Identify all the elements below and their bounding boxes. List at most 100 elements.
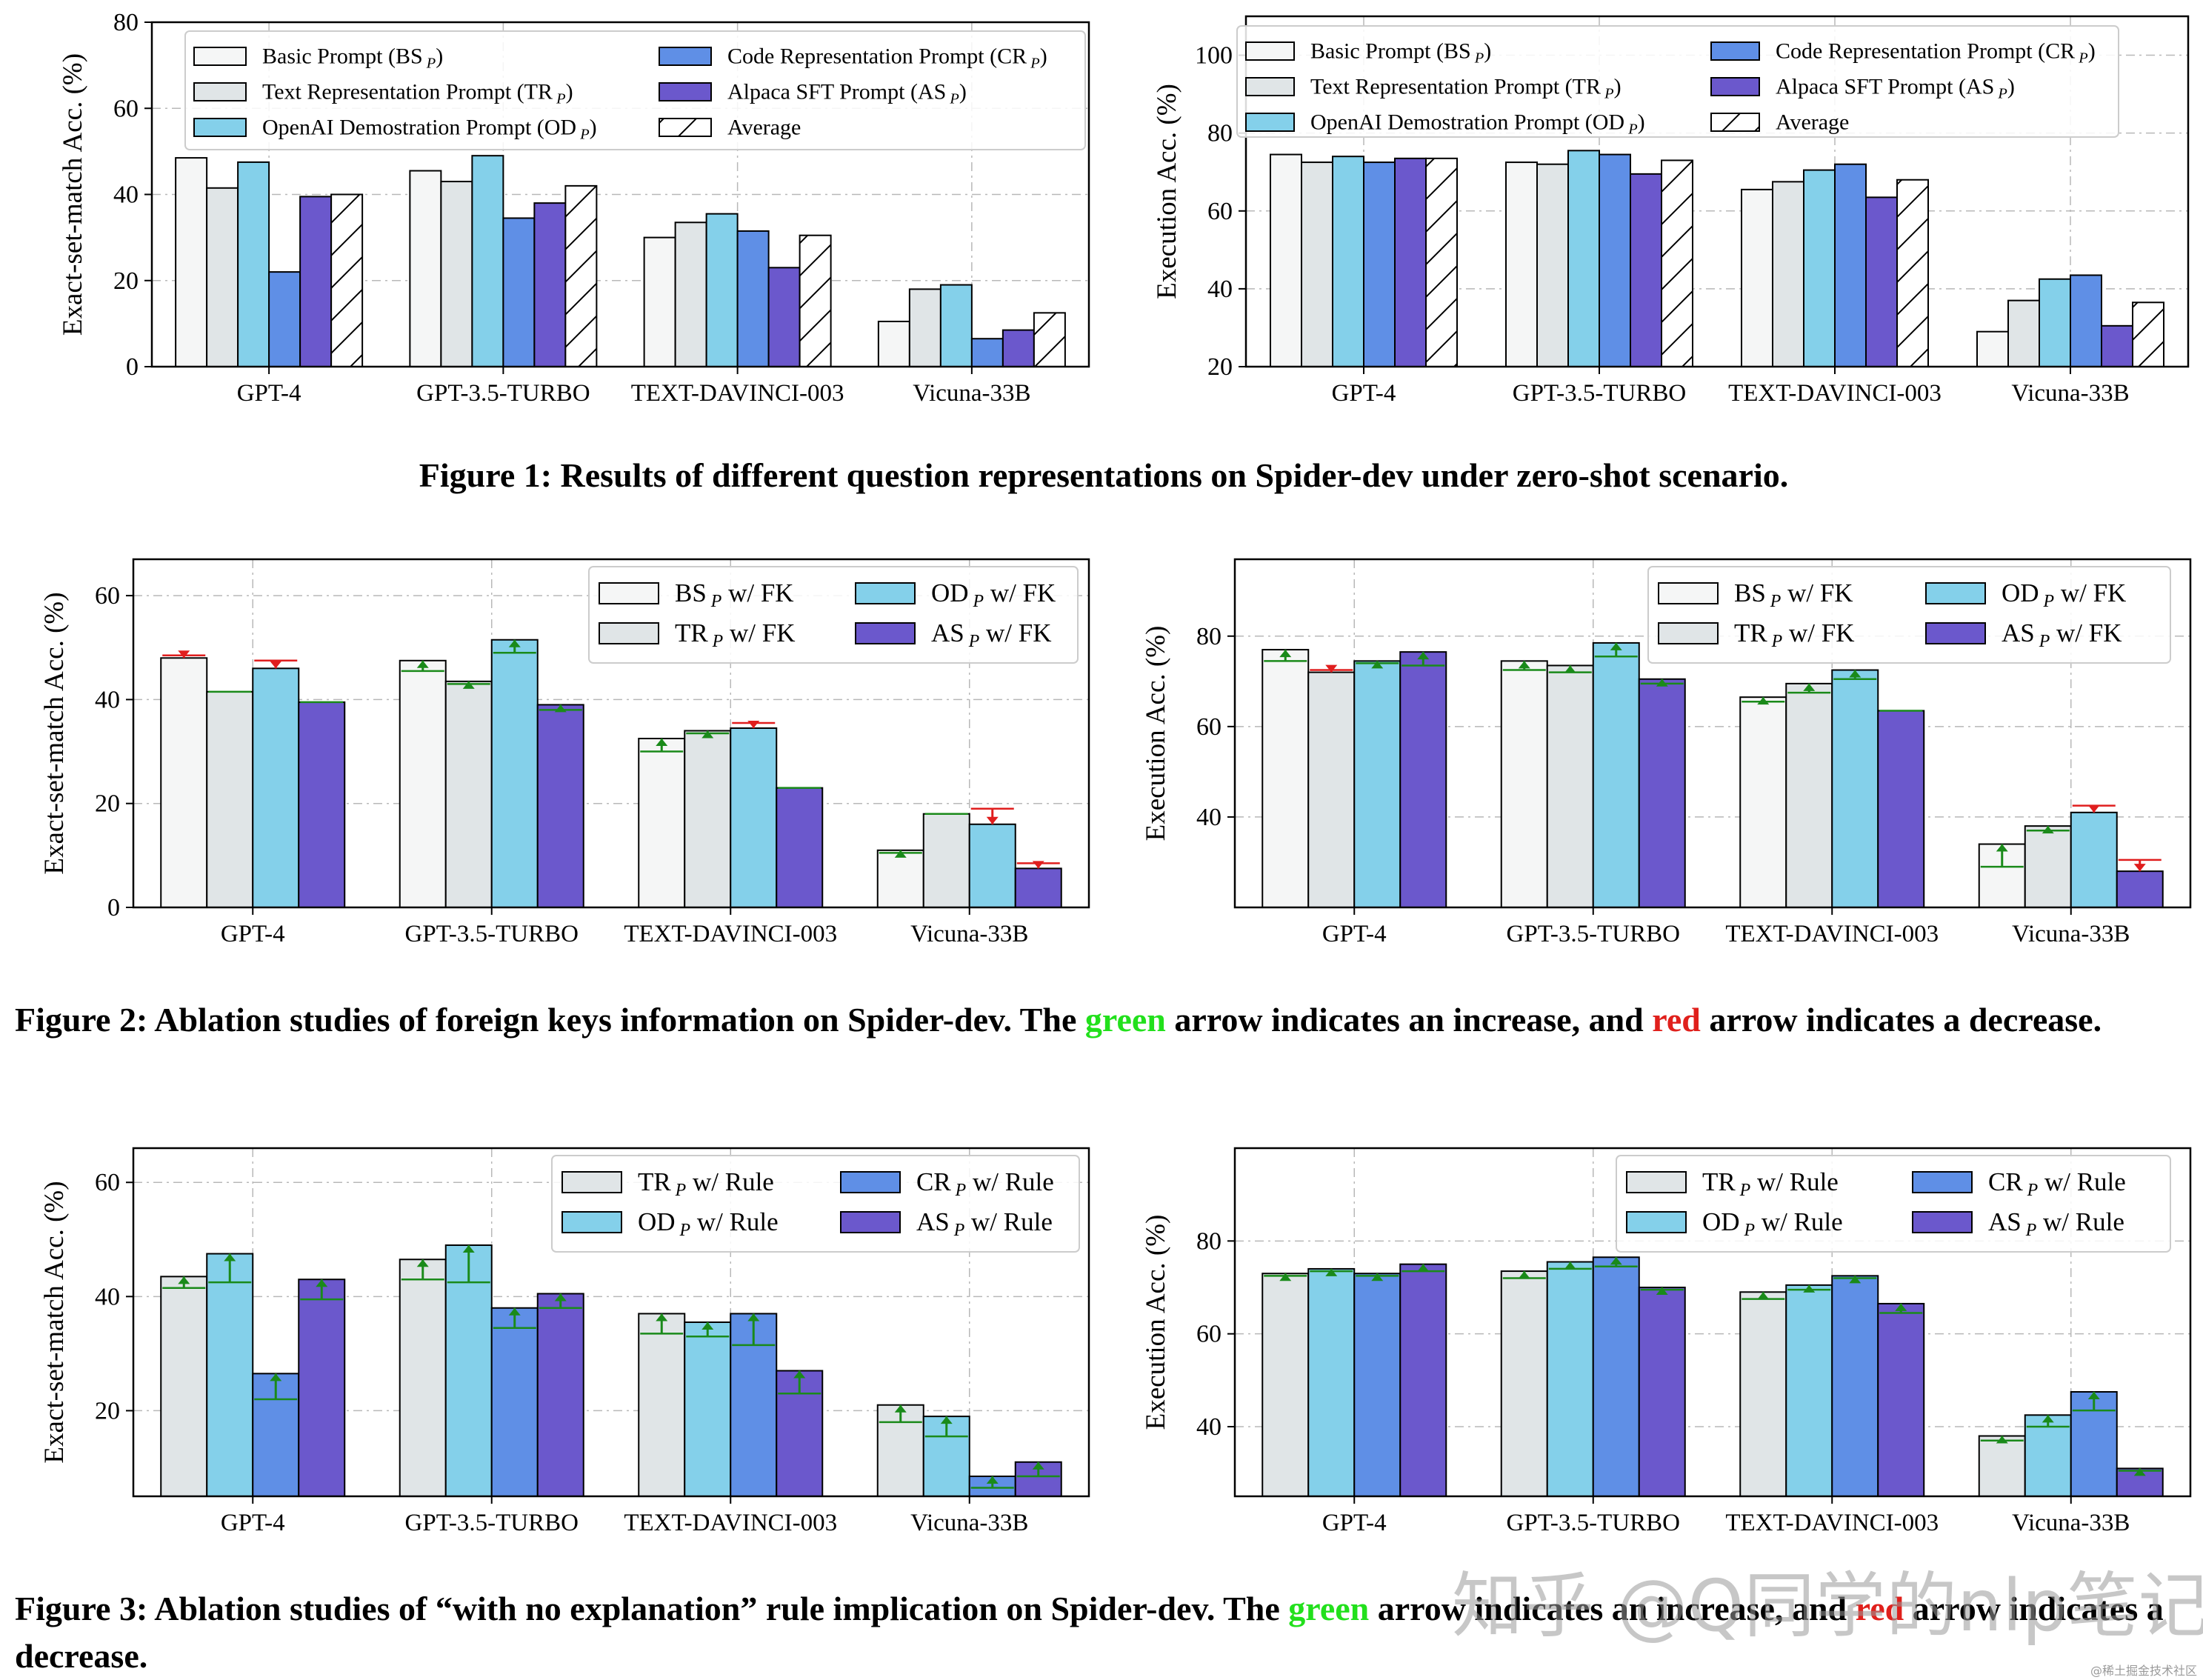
legend-item-avg: Average [659,116,801,140]
bar-as-3 [2101,324,2133,368]
y-tick-label: 40 [1196,804,1222,831]
change-marker [970,807,1014,824]
x-tick-label: Vicuna-33B [910,1510,1028,1536]
change-arrow-head [1518,661,1530,669]
figure1-caption-text: Figure 1: Results of different question … [419,456,1789,494]
change-arrow-head [1849,1276,1862,1284]
legend-label: Text Representation Prompt (TR P) [1310,75,1622,102]
change-arrow-head [270,661,282,669]
y-tick-label: 40 [95,686,120,713]
legend: TR P w/ Rule OD P w/ Rule CR P w/ Rule AS P… [1616,1155,2171,1253]
figure2-execution-chart: 40 60 80 Execution Acc. (%) GPT-4 GPT-3.5-TUR… [1141,558,2192,947]
legend-label: Code Representation Prompt (CR P) [727,44,1047,72]
x-axis: GPT-4 GPT-3.5-TURBO TEXT-DAVINCI-003 Vicuna… [221,1496,1028,1536]
change-marker [2072,1392,2116,1412]
legend-swatch [1925,582,1986,604]
legend-swatch [1710,113,1760,132]
bar-od-0 [1332,156,1364,367]
plot-frame [1233,558,2192,909]
x-tick-label: GPT-3.5-TURBO [1507,921,1680,947]
legend-label: Text Representation Prompt (TR P) [262,80,573,107]
legend: BS P w/ FK TR P w/ FK OD P w/ FK AS P w/ FK [1647,566,2171,664]
change-arrow-head [462,1244,475,1253]
y-axis-label: Execution Acc. (%) [1152,84,1182,299]
bar-bs-3 [877,320,910,367]
bar-avg-1 [1661,159,1693,367]
legend-item-tr: Text Representation Prompt (TR P) [193,80,573,107]
legend-item-tr: TR P w/ FK [599,619,795,651]
legend-box [184,30,1086,150]
change-arrow-head [701,1322,714,1330]
y-axis: 0 20 40 60 80 [113,9,152,381]
x-axis: GPT-4 GPT-3.5-TURBO TEXT-DAVINCI-003 Vicuna… [1322,907,2130,947]
bar-od-2 [1831,669,1879,909]
bar-as-1 [1638,1287,1686,1497]
legend-swatch [1658,582,1719,604]
bar-as-1 [536,1293,584,1497]
change-marker [1356,1273,1399,1281]
bar-od-3 [2024,1414,2072,1498]
bar-bs-0 [175,157,208,367]
bar-tr-2 [1772,181,1804,367]
change-marker [1310,664,1353,673]
change-arrow-head [656,739,668,747]
bar-bs-0 [160,657,208,909]
legend-label: Basic Prompt (BS P) [262,44,443,72]
bar-bs-3 [876,849,924,908]
y-tick-label: 60 [1207,198,1233,225]
change-arrow-head [224,1253,236,1261]
legend-item-as: Alpaca SFT Prompt (AS P) [659,80,967,107]
change-arrow-head [1417,1264,1430,1272]
bar-cr-2 [1831,1275,1879,1497]
change-arrow-head [793,1370,806,1379]
y-tick-label: 40 [1207,276,1233,303]
legend-label: AS P w/ Rule [916,1207,1053,1240]
change-arrow-head [2133,864,2146,872]
bar-tr-2 [1739,1291,1787,1497]
legend-swatch [1245,113,1295,132]
change-marker [2026,826,2070,834]
legend-swatch [1245,41,1295,61]
change-arrow-head [178,1276,190,1284]
change-arrow-head [986,1476,999,1484]
legend-label: OD P w/ Rule [1702,1207,1843,1240]
change-arrow-head [1417,652,1430,660]
change-marker [447,1244,490,1284]
change-marker [879,850,922,858]
change-marker [162,650,206,659]
change-arrow-head [316,1279,328,1287]
change-marker [1742,1292,1785,1300]
change-marker [1594,642,1638,658]
bar-tr-2 [638,1313,686,1497]
legend-label: BS P w/ FK [675,579,794,611]
change-marker [1879,1303,1923,1314]
x-tick-label: TEXT-DAVINCI-003 [624,921,837,947]
bar-as-1 [1638,678,1686,909]
change-marker [1016,1461,1060,1478]
change-arrow-head [416,660,429,668]
change-arrow-head [747,720,760,728]
legend-item-bs: BS P w/ FK [1658,579,1853,611]
bar-od-0 [237,161,270,367]
y-axis: 0 20 40 60 [95,582,133,921]
x-tick-label: Vicuna-33B [913,380,1030,407]
bar-as-1 [536,704,584,908]
change-marker [1640,1287,1684,1295]
change-marker [401,1259,444,1281]
legend-item-od: OD P w/ FK [855,579,1056,611]
change-marker [1548,665,1592,673]
bar-od-1 [1592,641,1640,908]
legend-item-bs: Basic Prompt (BS P) [1245,39,1491,67]
bar-cr-1 [490,1307,539,1497]
legend-label: OD P w/ FK [931,579,1056,611]
figure2-caption-red: red [1652,1001,1701,1039]
bar-bs-2 [1739,696,1787,909]
figure3-caption-prefix: Figure 3: Ablation studies of “with no e… [15,1590,1280,1627]
y-axis-label: Exact-set-match Acc. (%) [39,592,70,874]
legend-item-od: OpenAI Demostration Prompt (OD P) [193,116,597,143]
legend-label: AS P w/ FK [2002,619,2122,651]
bar-avg-2 [1896,179,1929,367]
x-tick-label: TEXT-DAVINCI-003 [631,380,844,407]
bar-avg-3 [2132,301,2164,367]
bar-cr-1 [1592,1256,1640,1497]
